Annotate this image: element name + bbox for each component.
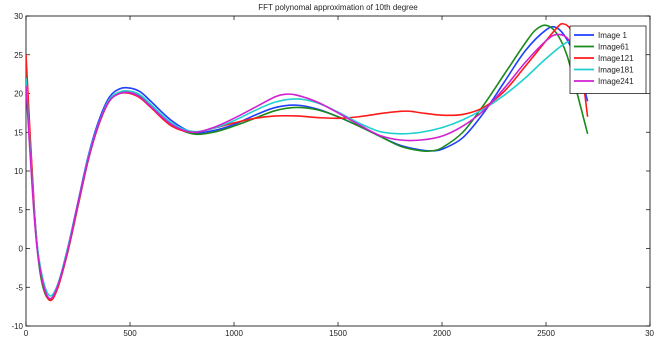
y-tick-label: -5 <box>16 283 24 292</box>
chart-title: FFT polynomal approximation of 10th degr… <box>258 3 418 12</box>
y-tick-label: 0 <box>19 245 24 254</box>
axis-ticks: 0 500 1000 1500 2000 2500 30 -10 -5 0 5 10 15 20 25 30 <box>11 12 654 338</box>
legend-label: Image 1 <box>598 31 627 40</box>
series-lines <box>26 22 589 302</box>
y-tick-label: 10 <box>14 167 23 176</box>
x-tick-label: 0 <box>24 329 29 338</box>
x-tick-label: 30 <box>645 329 654 338</box>
series-line <box>26 33 589 300</box>
legend: Image 1 Image61 Image121 Image181 Image241 <box>569 25 647 94</box>
legend-box <box>569 25 647 94</box>
legend-label: Image181 <box>598 66 634 75</box>
y-tick-label: 30 <box>14 12 23 21</box>
y-tick-label: 5 <box>19 206 24 215</box>
y-tick-label: -10 <box>11 322 23 331</box>
legend-label: Image241 <box>598 77 634 86</box>
x-tick-label: 1500 <box>329 329 347 338</box>
x-tick-label: 1000 <box>225 329 243 338</box>
x-tick-label: 2000 <box>433 329 451 338</box>
plot-area <box>25 15 651 327</box>
y-tick-label: 20 <box>14 90 23 99</box>
y-tick-label: 25 <box>14 51 23 60</box>
x-tick-label: 500 <box>123 329 137 338</box>
legend-label: Image121 <box>598 54 634 63</box>
legend-label: Image61 <box>598 43 630 52</box>
y-tick-label: 15 <box>14 128 23 137</box>
x-tick-label: 2500 <box>537 329 555 338</box>
